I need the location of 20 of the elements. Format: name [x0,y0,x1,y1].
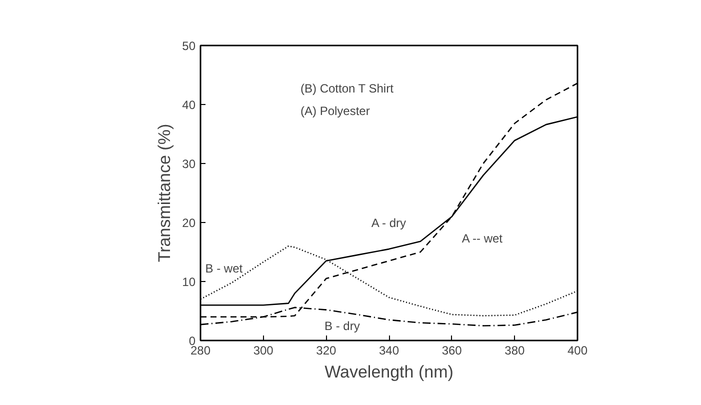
annotation: (A) Polyester [300,104,370,118]
y-tick-label: 40 [182,98,196,112]
series-label: A - dry [371,216,406,230]
annotation: (B) Cotton T Shirt [300,82,394,96]
series-label: B - wet [205,262,244,276]
x-tick-label: 340 [378,344,400,358]
x-tick-label: 300 [253,344,274,358]
x-tick-label: 380 [504,344,526,358]
series-label: A -- wet [462,232,504,246]
y-tick-label: 20 [182,216,196,230]
x-tick-label: 280 [190,344,211,358]
y-tick-label: 30 [182,157,196,171]
x-tick-label: 320 [316,344,337,358]
x-axis-title: Wavelength (nm) [324,362,454,382]
series-label: B - dry [324,318,360,333]
y-tick-label: 50 [182,39,196,53]
y-axis-title: Transmittance (%) [155,124,174,262]
x-tick-label: 360 [442,344,462,358]
y-tick-label: 10 [182,275,196,289]
x-tick-label: 400 [567,344,588,358]
